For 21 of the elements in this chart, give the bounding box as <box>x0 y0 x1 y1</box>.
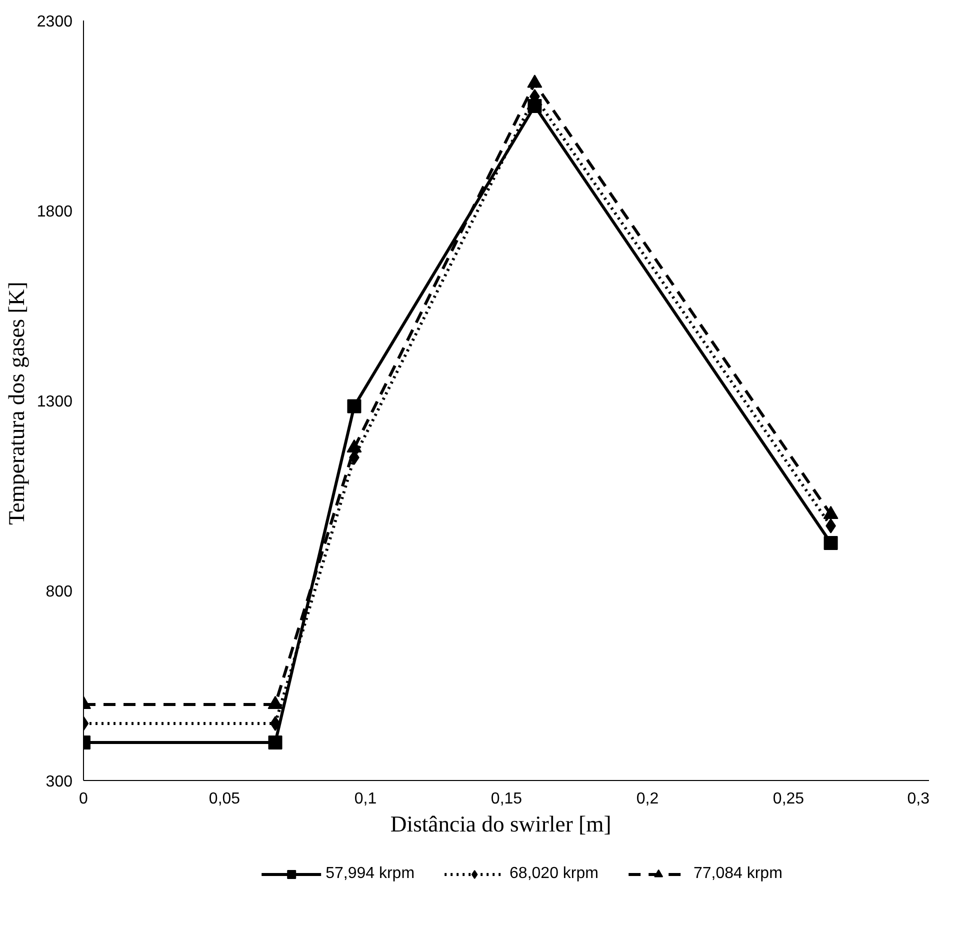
y-tick-label: 1800 <box>36 204 73 220</box>
y-tick-label: 1300 <box>36 394 73 410</box>
point <box>268 736 282 750</box>
x-tick-label: 0,15 <box>490 790 522 808</box>
legend-label: 68,020 krpm <box>510 865 598 883</box>
x-tick-label: 0,05 <box>208 790 240 808</box>
legend-label: 57,994 krpm <box>326 865 415 883</box>
legend-label: 77,084 krpm <box>693 865 782 883</box>
x-tick-label: 0,2 <box>636 790 659 808</box>
y-axis-title: Temperatura dos gases [K] <box>4 282 29 525</box>
x-axis-title: Distância do swirler [m] <box>390 812 612 836</box>
y-tick-label: 300 <box>46 774 73 790</box>
x-tick-label: 0,1 <box>354 790 377 808</box>
x-tick-label: 0 <box>79 790 88 808</box>
point <box>824 536 838 550</box>
x-tick-label: 0,25 <box>772 790 804 808</box>
y-tick-label: 800 <box>46 584 73 600</box>
y-tick-label: 2300 <box>36 14 73 30</box>
x-tick-label: 0,3 <box>907 790 930 808</box>
point <box>270 716 280 731</box>
point <box>347 399 362 414</box>
